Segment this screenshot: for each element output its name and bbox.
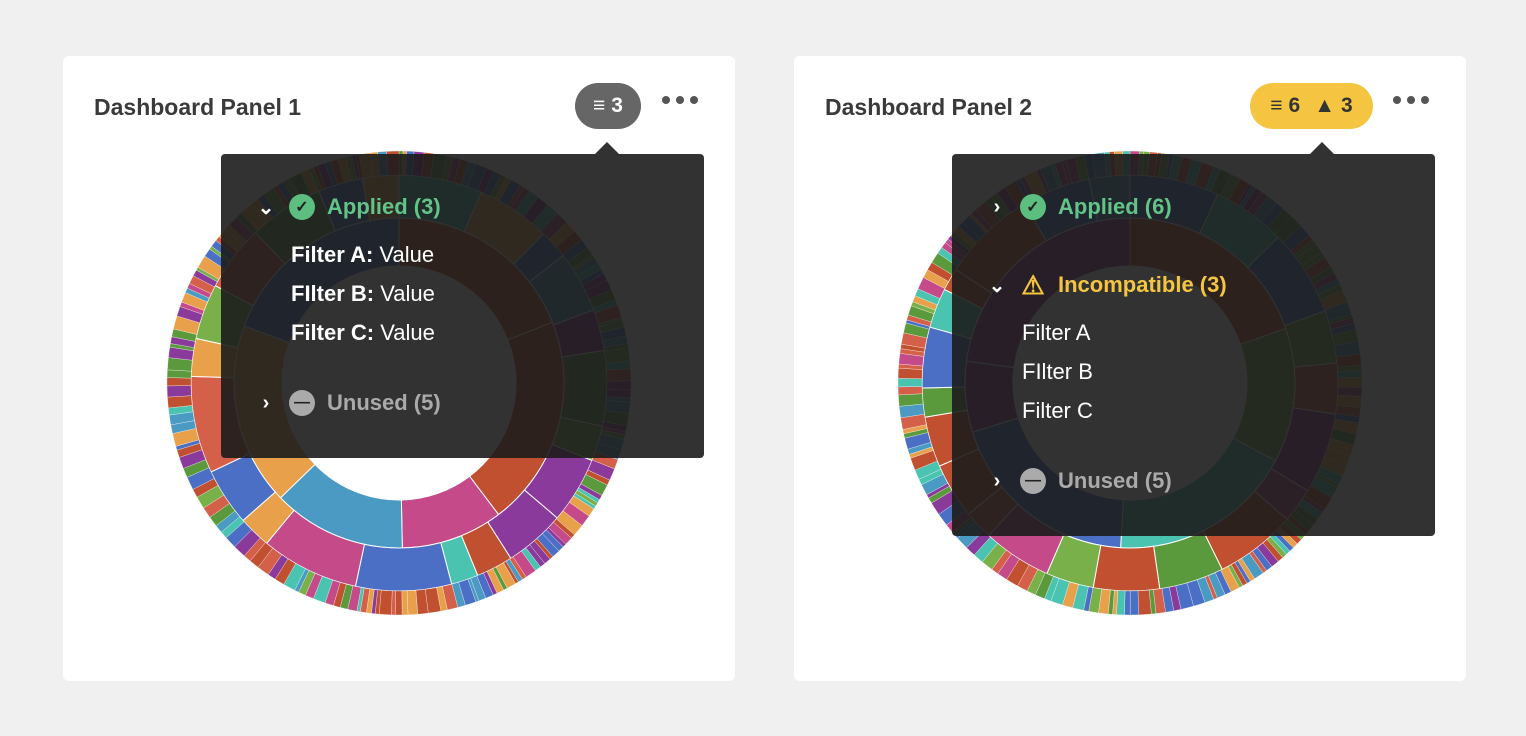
sunburst-segment[interactable] — [354, 542, 453, 592]
sunburst-segment[interactable] — [378, 590, 393, 616]
sunburst-segment[interactable] — [406, 590, 418, 615]
incompatible-label: Incompatible (3) — [1058, 272, 1227, 297]
sunburst-segment[interactable] — [1137, 589, 1152, 615]
filter-popover: › ✓ Applied (6) ⌄ ⚠ Incompatible (3) Filter … — [952, 142, 1435, 536]
filter-item: FIlter B — [1022, 359, 1093, 384]
more-options-button[interactable] — [662, 96, 698, 104]
dashboard-panel-2: Dashboard Panel 2 ≡ 6 ▲ 3 › ✓ Applied (6) ⌄ ⚠ I… — [794, 56, 1466, 681]
chevron-right-icon: › — [993, 469, 1001, 492]
more-options-button[interactable] — [1393, 96, 1429, 104]
warning-icon: ▲ — [1314, 94, 1336, 117]
filter-item: Filter C — [1022, 398, 1093, 423]
unused-section-toggle[interactable]: › — Unused (5) — [255, 390, 441, 416]
filter-item: Filter C: Value — [291, 320, 435, 345]
filter-icon: ≡ — [593, 94, 606, 117]
applied-section-toggle[interactable]: › ✓ Applied (6) — [986, 194, 1172, 220]
unused-section-toggle[interactable]: › — Unused (5) — [986, 468, 1172, 494]
filter-item: FIlter B: Value — [291, 281, 435, 306]
minus-circle-icon: — — [1020, 468, 1046, 494]
sunburst-segment[interactable] — [166, 385, 192, 398]
chevron-right-icon: › — [993, 195, 1001, 218]
filter-warning-badge[interactable]: ≡ 6 ▲ 3 — [1250, 83, 1373, 129]
check-circle-icon: ✓ — [1020, 194, 1046, 220]
dashboard-panel-1: Dashboard Panel 1 ≡ 3 ⌄ ✓ Applied (3) Filte… — [63, 56, 735, 681]
filter-item: Filter A: Value — [291, 242, 435, 267]
sunburst-segment[interactable] — [1092, 544, 1161, 592]
filter-count: 6 — [1288, 94, 1301, 117]
chevron-right-icon: › — [262, 391, 270, 414]
sunburst-segment[interactable] — [401, 590, 409, 616]
sunburst-segment[interactable] — [166, 377, 192, 387]
sunburst-segment[interactable] — [1124, 590, 1131, 616]
sunburst-segment[interactable] — [1130, 590, 1139, 616]
applied-label: Applied (3) — [327, 194, 441, 219]
incompatible-section-toggle[interactable]: ⌄ ⚠ Incompatible (3) — [986, 269, 1227, 300]
filter-count: 3 — [611, 94, 623, 117]
sunburst-segment[interactable] — [897, 378, 923, 388]
sunburst-segment[interactable] — [897, 386, 923, 396]
filter-item: Filter A — [1022, 320, 1091, 345]
filter-badge[interactable]: ≡ 3 — [575, 83, 641, 129]
unused-label: Unused (5) — [327, 390, 441, 415]
filter-icon: ≡ — [1270, 94, 1283, 117]
chevron-down-icon: ⌄ — [257, 196, 275, 219]
applied-label: Applied (6) — [1058, 194, 1172, 219]
applied-section-toggle[interactable]: ⌄ ✓ Applied (3) — [255, 194, 441, 220]
chevron-down-icon: ⌄ — [988, 274, 1006, 297]
panel-title: Dashboard Panel 2 — [825, 94, 1033, 120]
warning-icon: ⚠ — [1021, 269, 1045, 300]
unused-label: Unused (5) — [1058, 468, 1172, 493]
minus-circle-icon: — — [289, 390, 315, 416]
panel-title: Dashboard Panel 1 — [94, 94, 302, 120]
sunburst-segment[interactable] — [395, 590, 403, 616]
filter-popover: ⌄ ✓ Applied (3) Filter A: Value FIlter B: … — [221, 142, 704, 458]
check-circle-icon: ✓ — [289, 194, 315, 220]
sunburst-segment[interactable] — [898, 393, 924, 407]
warning-count: 3 — [1341, 94, 1353, 117]
sunburst-segment[interactable] — [897, 367, 923, 379]
